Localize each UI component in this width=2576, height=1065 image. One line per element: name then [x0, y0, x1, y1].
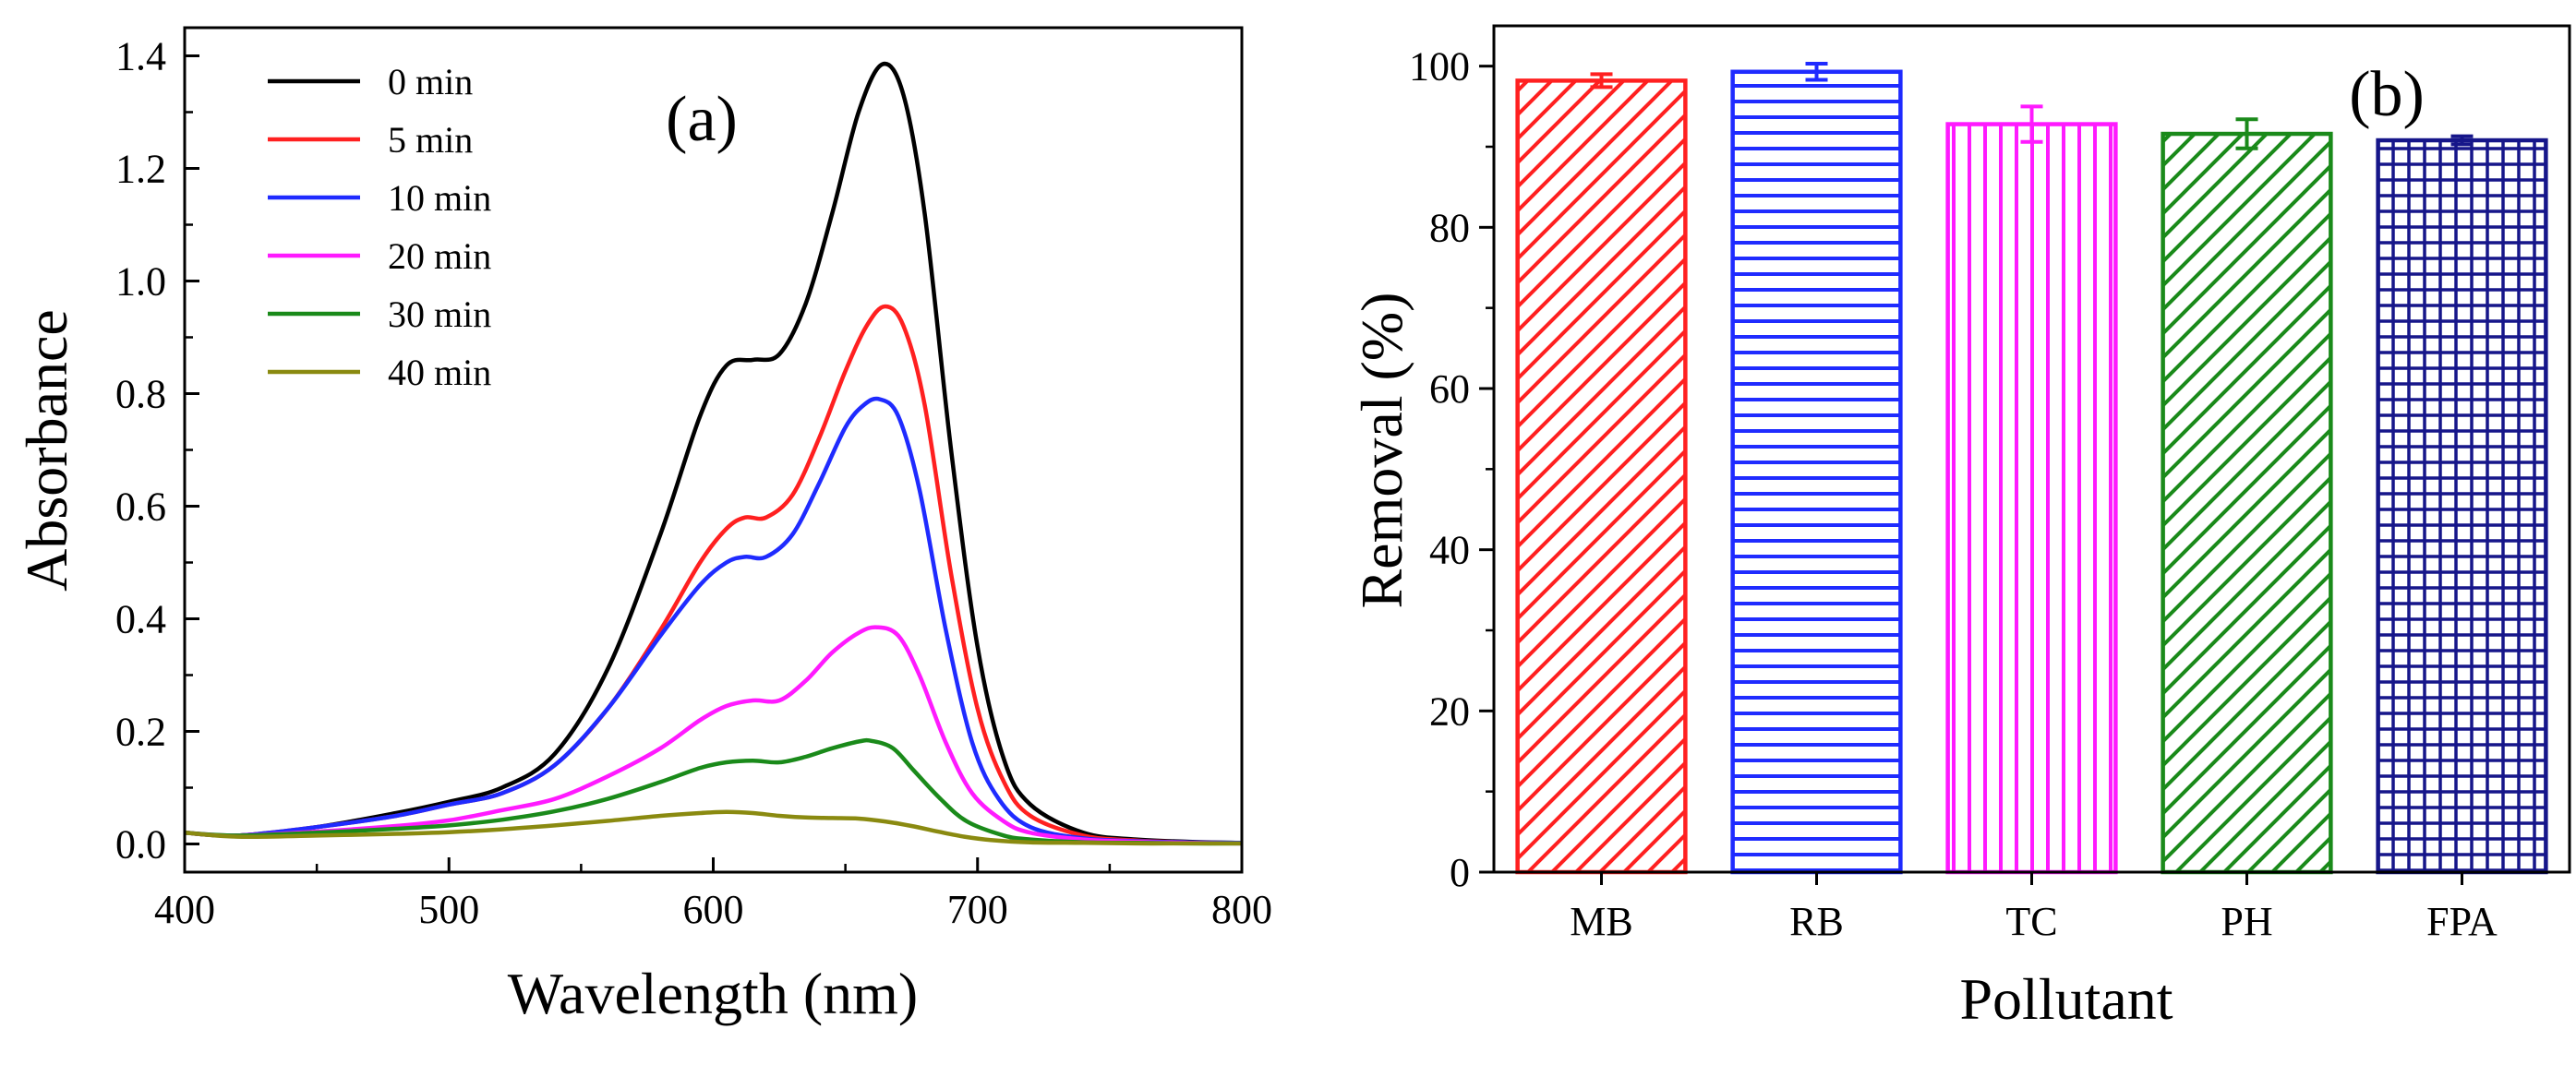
category-label-MB: MB	[1570, 899, 1632, 944]
y-tick-label: 1.4	[115, 34, 166, 79]
y-tick-label: 1.2	[115, 147, 166, 192]
series-line-20-min	[185, 625, 1242, 846]
x-tick-label: 500	[418, 887, 479, 932]
y-tick-label: 20	[1429, 688, 1470, 734]
panel-a-legend: 0 min 5 min 10 min 20 min 30 min 40 min	[268, 61, 491, 393]
series-line-10-min	[185, 396, 1242, 845]
panel-b-x-axis-title: Pollutant	[1959, 966, 2173, 1032]
y-tick-label: 0	[1450, 850, 1470, 895]
legend-label: 30 min	[388, 293, 491, 335]
category-label-TC: TC	[2005, 899, 2057, 944]
y-tick-label: 80	[1429, 205, 1470, 250]
bar-MB	[1515, 78, 1688, 875]
x-tick-label: 600	[683, 887, 744, 932]
bar-RB	[1730, 69, 1903, 875]
y-tick-label: 0.2	[115, 710, 166, 755]
bar-TC	[1945, 122, 2118, 875]
y-tick-label: 60	[1429, 366, 1470, 412]
panel-a-label: (a)	[666, 84, 738, 155]
panel-b-label: (b)	[2349, 59, 2425, 130]
panel-b-y-axis-title: Removal (%)	[1349, 293, 1414, 609]
y-tick-label: 0.6	[115, 485, 166, 530]
category-label-FPA: FPA	[2426, 899, 2498, 944]
category-label-RB: RB	[1789, 899, 1844, 944]
panel-a-axes: 400 500 600 700 800 0.0 0.2 0.4 0.6 0.8 1.0 1.2 1.4	[115, 26, 1272, 932]
category-label-PH: PH	[2221, 899, 2272, 944]
removal-bars	[1515, 62, 2548, 875]
x-tick-label: 800	[1211, 887, 1272, 932]
y-tick-label: 1.0	[115, 259, 166, 305]
absorbance-series-lines	[185, 61, 1242, 846]
panel-b-axes: 0 20 40 60 80 100 MB RB TC PH FPA	[1409, 24, 2571, 944]
panel-a-y-axis-title: Absorbance	[14, 309, 79, 592]
legend-label: 20 min	[388, 235, 491, 277]
series-line-0-min	[185, 61, 1242, 845]
y-tick-label: 0.4	[115, 597, 166, 642]
series-line-40-min	[185, 809, 1242, 846]
x-tick-label: 700	[947, 887, 1008, 932]
panel-a-x-axis-title: Wavelength (nm)	[508, 961, 918, 1026]
x-tick-label: 400	[154, 887, 215, 932]
y-tick-label: 0.0	[115, 822, 166, 868]
legend-label: 5 min	[388, 119, 473, 161]
legend-label: 0 min	[388, 61, 473, 102]
legend-label: 40 min	[388, 352, 491, 393]
y-tick-label: 0.8	[115, 372, 166, 417]
series-line-30-min	[185, 737, 1242, 846]
legend-label: 10 min	[388, 177, 491, 219]
panel-a-absorbance-chart: 400 500 600 700 8000.00.20.40.60.81.01.21.4 …	[14, 26, 1272, 1026]
y-tick-label: 100	[1409, 44, 1470, 90]
bar-PH	[2161, 131, 2333, 875]
panel-b-removal-chart: 0 20 40 60 80 100 MB RB TC PH FPA Pollutant Remova…	[1349, 24, 2571, 1032]
y-tick-label: 40	[1429, 528, 1470, 573]
bar-FPA	[2376, 138, 2548, 875]
